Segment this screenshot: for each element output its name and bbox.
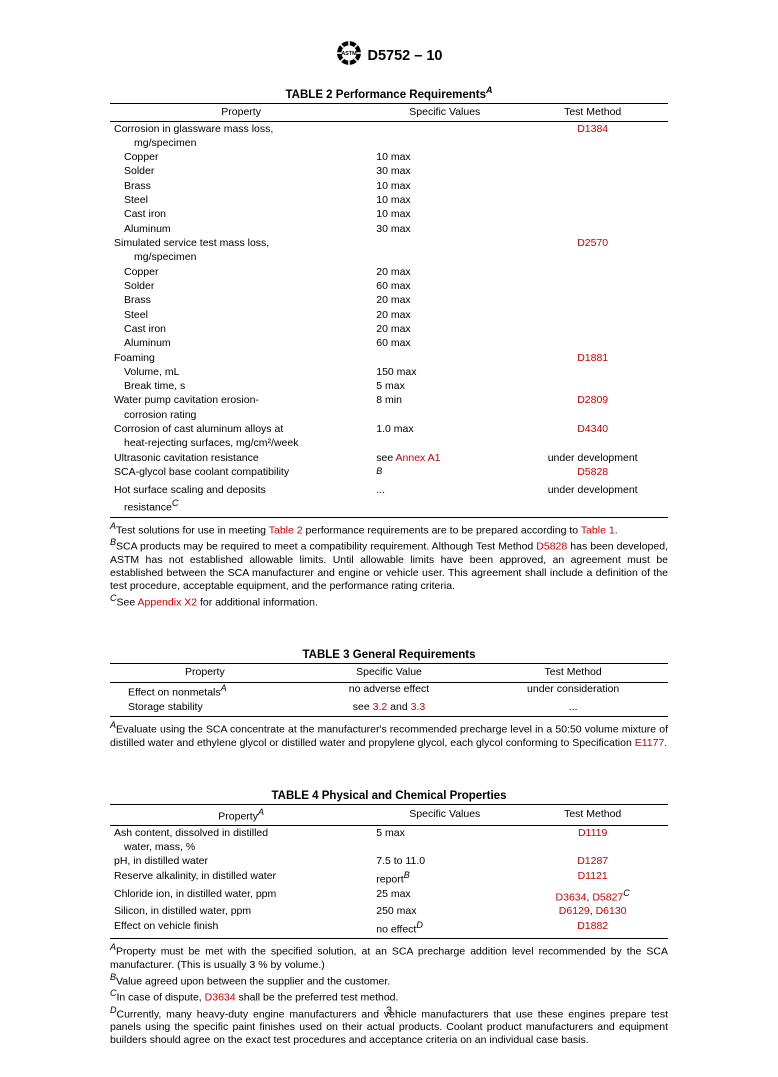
standard-designation: D5752 – 10 (368, 48, 443, 64)
table4: PropertyA Specific Values Test Method As… (110, 804, 668, 940)
table-row: Aluminum30 max (110, 222, 668, 236)
table2-header-value: Specific Values (372, 103, 517, 121)
table-row: Volume, mL150 max (110, 365, 668, 379)
table-row: Effect on nonmetalsAno adverse effectund… (110, 682, 668, 700)
table3: Property Specific Value Test Method Effe… (110, 663, 668, 717)
table3-header-method: Test Method (478, 664, 668, 682)
table2-header-property: Property (110, 103, 372, 121)
table3-title: TABLE 3 General Requirements (110, 649, 668, 661)
footnote: ATest solutions for use in meeting Table… (110, 521, 668, 538)
table-row: Solder30 max (110, 165, 668, 179)
table-row: Ultrasonic cavitation resistancesee Anne… (110, 451, 668, 465)
footnote: BValue agreed upon between the supplier … (110, 972, 668, 989)
table2-header-method: Test Method (517, 103, 668, 121)
table-row: Corrosion of cast aluminum alloys at1.0 … (110, 423, 668, 437)
table-row: Water pump cavitation erosion-8 minD2809 (110, 394, 668, 408)
page-number: 3 (0, 1005, 778, 1017)
table-row: FoamingD1881 (110, 351, 668, 365)
table-row: SCA-glycol base coolant compatibilityBD5… (110, 465, 668, 483)
table-row: Cast iron20 max (110, 322, 668, 336)
table-row: Chloride ion, in distilled water, ppm25 … (110, 887, 668, 905)
table-row: pH, in distilled water7.5 to 11.0D1287 (110, 855, 668, 869)
footnote: AEvaluate using the SCA concentrate at t… (110, 720, 668, 750)
table-row: Steel10 max (110, 194, 668, 208)
table-row: Brass20 max (110, 294, 668, 308)
table-row: Cast iron10 max (110, 208, 668, 222)
table-row: Corrosion in glassware mass loss,D1384 (110, 121, 668, 136)
table-row: Ash content, dissolved in distilled5 max… (110, 826, 668, 841)
footnote: CIn case of dispute, D3634 shall be the … (110, 988, 668, 1005)
table-row: mg/specimen (110, 251, 668, 265)
table-row: resistanceC (110, 498, 668, 518)
table-row: Break time, s5 max (110, 380, 668, 394)
svg-text:ASTM: ASTM (341, 51, 357, 57)
table3-notes: AEvaluate using the SCA concentrate at t… (110, 720, 668, 750)
table-row: Reserve alkalinity, in distilled waterre… (110, 869, 668, 887)
astm-logo-icon: ASTM (336, 40, 362, 71)
table3-header-value: Specific Value (300, 664, 479, 682)
table-row: Copper10 max (110, 151, 668, 165)
table-row: mg/specimen (110, 136, 668, 150)
table-row: water, mass, % (110, 841, 668, 855)
table4-header-value: Specific Values (372, 804, 517, 826)
footnote: AProperty must be met with the specified… (110, 942, 668, 972)
table-row: Solder60 max (110, 279, 668, 293)
table-row: Steel20 max (110, 308, 668, 322)
table2: Property Specific Values Test Method Cor… (110, 103, 668, 518)
table2-title: TABLE 2 Performance RequirementsA (110, 85, 668, 101)
table-row: Effect on vehicle finishno effectDD1882 (110, 919, 668, 939)
table-row: Aluminum60 max (110, 337, 668, 351)
table-row: Hot surface scaling and deposits...under… (110, 483, 668, 497)
table4-notes: AProperty must be met with the specified… (110, 942, 668, 1047)
footnote: BSCA products may be required to meet a … (110, 537, 668, 593)
table4-title: TABLE 4 Physical and Chemical Properties (110, 790, 668, 802)
table4-header-property: PropertyA (110, 804, 372, 826)
footnote: CSee Appendix X2 for additional informat… (110, 593, 668, 610)
table-row: Copper20 max (110, 265, 668, 279)
table-row: Simulated service test mass loss,D2570 (110, 236, 668, 250)
table-row: Silicon, in distilled water, ppm250 maxD… (110, 905, 668, 919)
table4-header-method: Test Method (517, 804, 668, 826)
table-row: Storage stabilitysee 3.2 and 3.3... (110, 700, 668, 716)
table2-notes: ATest solutions for use in meeting Table… (110, 521, 668, 610)
document-page: ASTM D5752 – 10 TABLE 2 Performance Requ… (0, 0, 778, 1077)
page-header: ASTM D5752 – 10 (110, 40, 668, 71)
table-row: Brass10 max (110, 179, 668, 193)
table3-header-property: Property (110, 664, 300, 682)
table-row: corrosion rating (110, 408, 668, 422)
table-row: heat-rejecting surfaces, mg/cm²/week (110, 437, 668, 451)
